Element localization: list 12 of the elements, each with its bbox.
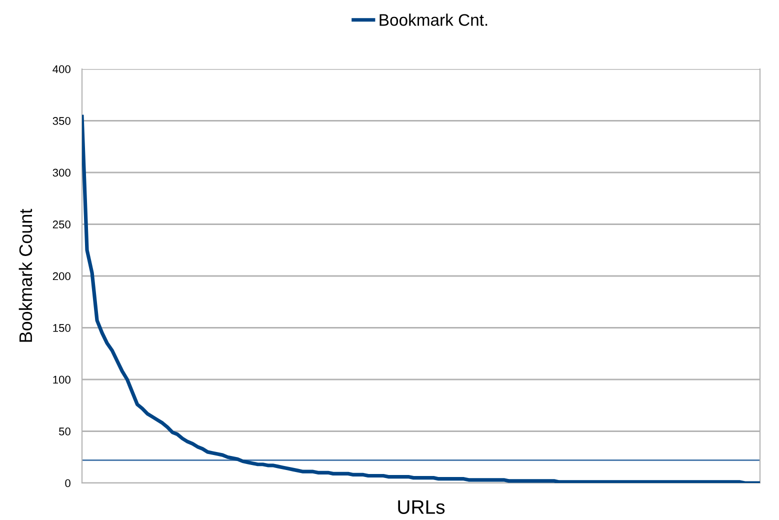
y-tick-label: 350 xyxy=(52,117,70,125)
y-tick-label: 250 xyxy=(52,220,70,228)
legend-label: Bookmark Cnt. xyxy=(380,14,488,26)
y-tick-label: 200 xyxy=(52,272,70,280)
y-tick-label: 400 xyxy=(52,65,70,74)
y-tick-label: 50 xyxy=(58,428,70,436)
y-tick-label: 300 xyxy=(52,168,70,177)
y-tick-label: 150 xyxy=(53,324,70,332)
y-tick-label: 100 xyxy=(53,376,70,384)
y-axis-title: Bookmark Count xyxy=(18,208,32,342)
y-tick-label: 0 xyxy=(65,479,70,488)
x-axis-title: URLs xyxy=(398,500,445,514)
